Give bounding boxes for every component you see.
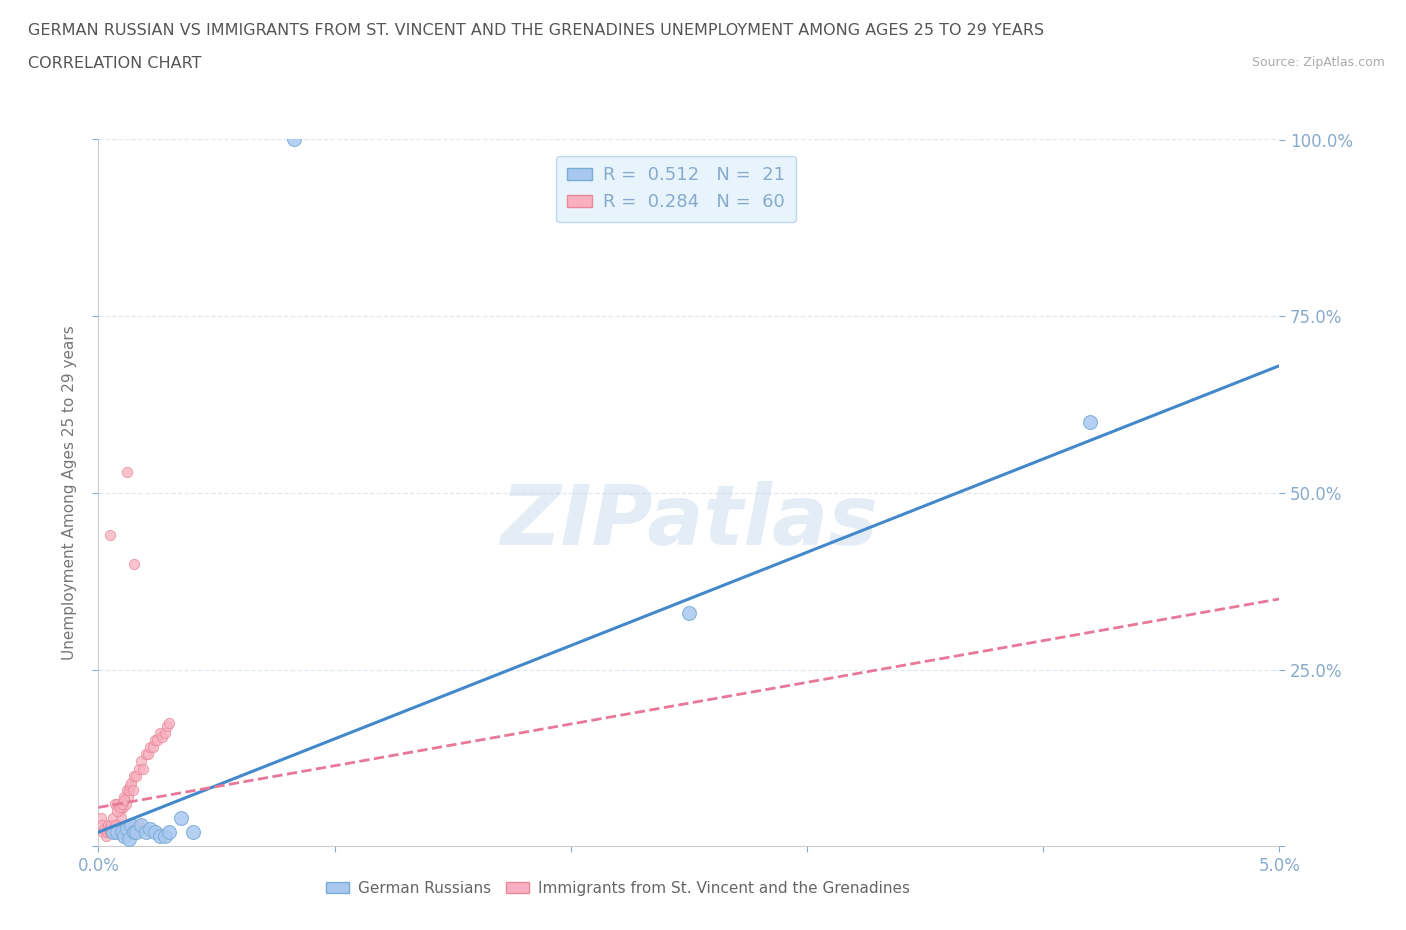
Point xyxy=(157,825,180,840)
Text: ZIPatlas: ZIPatlas xyxy=(501,481,877,562)
Point xyxy=(105,796,128,811)
Point xyxy=(122,556,145,571)
Point xyxy=(90,811,112,826)
Point xyxy=(150,729,173,744)
Point xyxy=(129,817,152,832)
Point xyxy=(111,796,134,811)
Point xyxy=(91,825,114,840)
Point xyxy=(112,793,135,808)
Point xyxy=(128,761,150,776)
Point xyxy=(283,132,305,147)
Point xyxy=(104,796,127,811)
Point xyxy=(112,790,135,804)
Point xyxy=(125,825,148,840)
Point xyxy=(149,725,172,740)
Point xyxy=(135,747,157,762)
Legend: German Russians, Immigrants from St. Vincent and the Grenadines: German Russians, Immigrants from St. Vin… xyxy=(319,875,917,902)
Point xyxy=(121,821,143,836)
Point xyxy=(111,825,134,840)
Text: GERMAN RUSSIAN VS IMMIGRANTS FROM ST. VINCENT AND THE GRENADINES UNEMPLOYMENT AM: GERMAN RUSSIAN VS IMMIGRANTS FROM ST. VI… xyxy=(28,23,1045,38)
Point xyxy=(108,800,131,815)
Point xyxy=(157,715,180,730)
Point xyxy=(125,821,148,836)
Point xyxy=(143,825,166,840)
Point xyxy=(149,829,172,844)
Point xyxy=(142,740,165,755)
Point xyxy=(103,821,125,836)
Point xyxy=(107,817,129,832)
Point xyxy=(118,817,141,832)
Point xyxy=(129,754,152,769)
Point xyxy=(122,825,145,840)
Point xyxy=(93,821,115,836)
Point xyxy=(135,825,157,840)
Point xyxy=(153,829,176,844)
Point xyxy=(120,778,142,793)
Point xyxy=(101,825,124,840)
Point xyxy=(91,817,114,832)
Point xyxy=(110,811,132,826)
Point xyxy=(143,733,166,748)
Point xyxy=(132,761,155,776)
Point xyxy=(101,811,124,826)
Point xyxy=(121,782,143,797)
Point xyxy=(98,825,121,840)
Point xyxy=(105,825,128,840)
Point xyxy=(115,821,138,836)
Point xyxy=(118,782,141,797)
Point xyxy=(118,831,141,846)
Point xyxy=(170,811,193,826)
Point xyxy=(112,800,135,815)
Point xyxy=(139,821,162,836)
Point xyxy=(98,825,121,840)
Point xyxy=(94,829,117,844)
Point xyxy=(112,829,135,844)
Point xyxy=(156,719,179,734)
Point xyxy=(115,825,138,840)
Point xyxy=(96,825,118,840)
Point xyxy=(117,790,139,804)
Point xyxy=(146,733,169,748)
Point xyxy=(101,825,124,840)
Point xyxy=(97,817,120,832)
Point xyxy=(125,768,148,783)
Point xyxy=(105,804,128,818)
Point xyxy=(105,821,128,836)
Text: CORRELATION CHART: CORRELATION CHART xyxy=(28,56,201,71)
Text: Source: ZipAtlas.com: Source: ZipAtlas.com xyxy=(1251,56,1385,69)
Y-axis label: Unemployment Among Ages 25 to 29 years: Unemployment Among Ages 25 to 29 years xyxy=(62,326,77,660)
Point xyxy=(1080,415,1102,430)
Point xyxy=(115,464,138,479)
Point xyxy=(153,725,176,740)
Point xyxy=(114,796,136,811)
Point xyxy=(122,768,145,783)
Point xyxy=(678,605,700,620)
Point xyxy=(98,528,121,543)
Point xyxy=(128,817,150,832)
Point xyxy=(136,747,159,762)
Point xyxy=(108,804,131,818)
Point xyxy=(121,817,143,832)
Point xyxy=(115,782,138,797)
Point xyxy=(104,817,127,832)
Point xyxy=(122,825,145,840)
Point xyxy=(98,821,121,836)
Point xyxy=(181,825,204,840)
Point xyxy=(100,817,122,832)
Point xyxy=(139,740,162,755)
Point xyxy=(111,796,134,811)
Point xyxy=(121,776,143,790)
